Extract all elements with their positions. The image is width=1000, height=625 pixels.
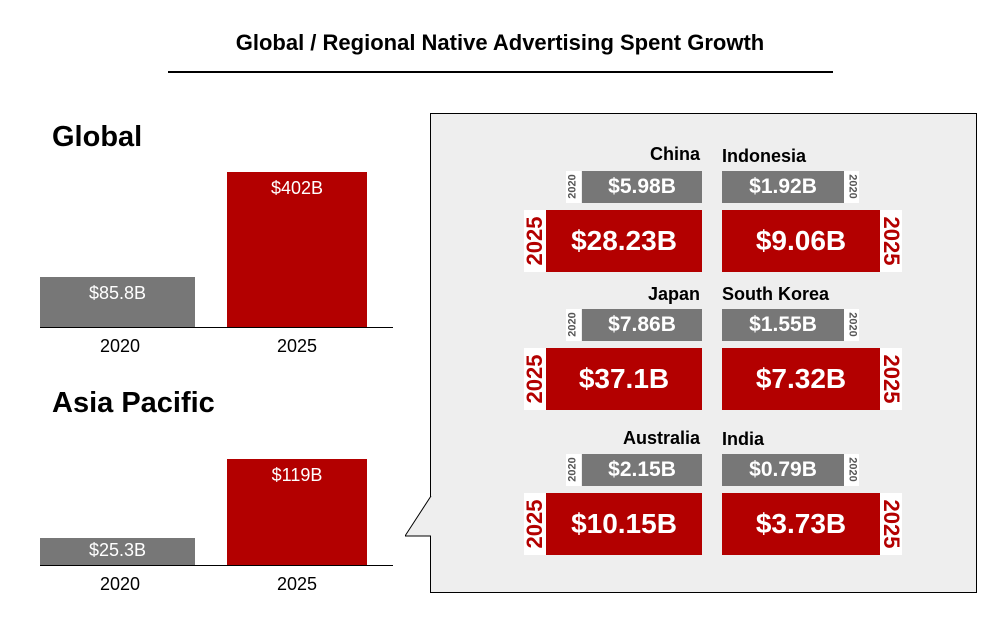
year-2020-south-korea: 2020 [846, 312, 859, 337]
year-2025-china: 2025 [522, 216, 547, 266]
year-2025-india: 2025 [879, 499, 904, 549]
big-stub-japan [524, 348, 546, 410]
apac-bar-2025: $119B [227, 459, 367, 565]
global-bar-2020: $85.8B [40, 277, 195, 327]
small-stub-japan [566, 309, 581, 341]
global-baseline [40, 327, 393, 328]
value-2025-china: $28.23B [546, 210, 702, 272]
year-2020-indonesia: 2020 [846, 174, 859, 199]
country-name-australia: Australia [622, 428, 700, 448]
global-tick-2025: 2025 [276, 336, 318, 356]
value-2025-japan: $37.1B [546, 348, 702, 410]
big-stub-indonesia [880, 210, 902, 272]
callout-pointer [405, 496, 432, 537]
apac-tick-2020: 2020 [99, 574, 141, 594]
global-section-title: Global [52, 121, 143, 153]
global-bar-2025: $402B [227, 172, 367, 327]
big-stub-australia [524, 493, 546, 555]
value-2020-indonesia: $1.92B [722, 171, 844, 203]
small-stub-india [844, 454, 859, 486]
value-2025-india: $3.73B [722, 493, 880, 555]
country-name-indonesia: Indonesia [722, 146, 807, 166]
small-stub-south-korea [844, 309, 859, 341]
value-2020-japan: $7.86B [582, 309, 702, 341]
value-2020-china: $5.98B [582, 171, 702, 203]
value-2025-australia: $10.15B [546, 493, 702, 555]
year-2020-japan: 2020 [566, 312, 579, 337]
year-2020-india: 2020 [846, 457, 859, 482]
year-2025-japan: 2025 [522, 354, 547, 404]
country-name-china: China [649, 144, 700, 164]
value-2020-south-korea: $1.55B [722, 309, 844, 341]
country-name-japan: Japan [647, 284, 700, 304]
title-underline [168, 71, 833, 73]
year-2025-australia: 2025 [522, 499, 547, 549]
global-tick-2020: 2020 [99, 336, 141, 356]
year-2020-australia: 2020 [566, 457, 579, 482]
apac-bar-2020: $25.3B [40, 538, 195, 565]
year-2020-china: 2020 [566, 174, 579, 199]
big-stub-south-korea [880, 348, 902, 410]
year-2025-indonesia: 2025 [879, 216, 904, 266]
value-2025-south-korea: $7.32B [722, 348, 880, 410]
year-2025-south-korea: 2025 [879, 354, 904, 404]
chart-title: Global / Regional Native Advertising Spe… [235, 30, 765, 55]
apac-tick-2025: 2025 [276, 574, 318, 594]
country-name-south-korea: South Korea [722, 284, 830, 304]
value-2020-india: $0.79B [722, 454, 844, 486]
big-stub-china [524, 210, 546, 272]
big-stub-india [880, 493, 902, 555]
value-2025-indonesia: $9.06B [722, 210, 880, 272]
value-2020-australia: $2.15B [582, 454, 702, 486]
small-stub-australia [566, 454, 581, 486]
small-stub-indonesia [844, 171, 859, 203]
country-name-india: India [722, 429, 765, 449]
apac-section-title: Asia Pacific [52, 387, 215, 419]
apac-baseline [40, 565, 393, 566]
small-stub-china [566, 171, 581, 203]
